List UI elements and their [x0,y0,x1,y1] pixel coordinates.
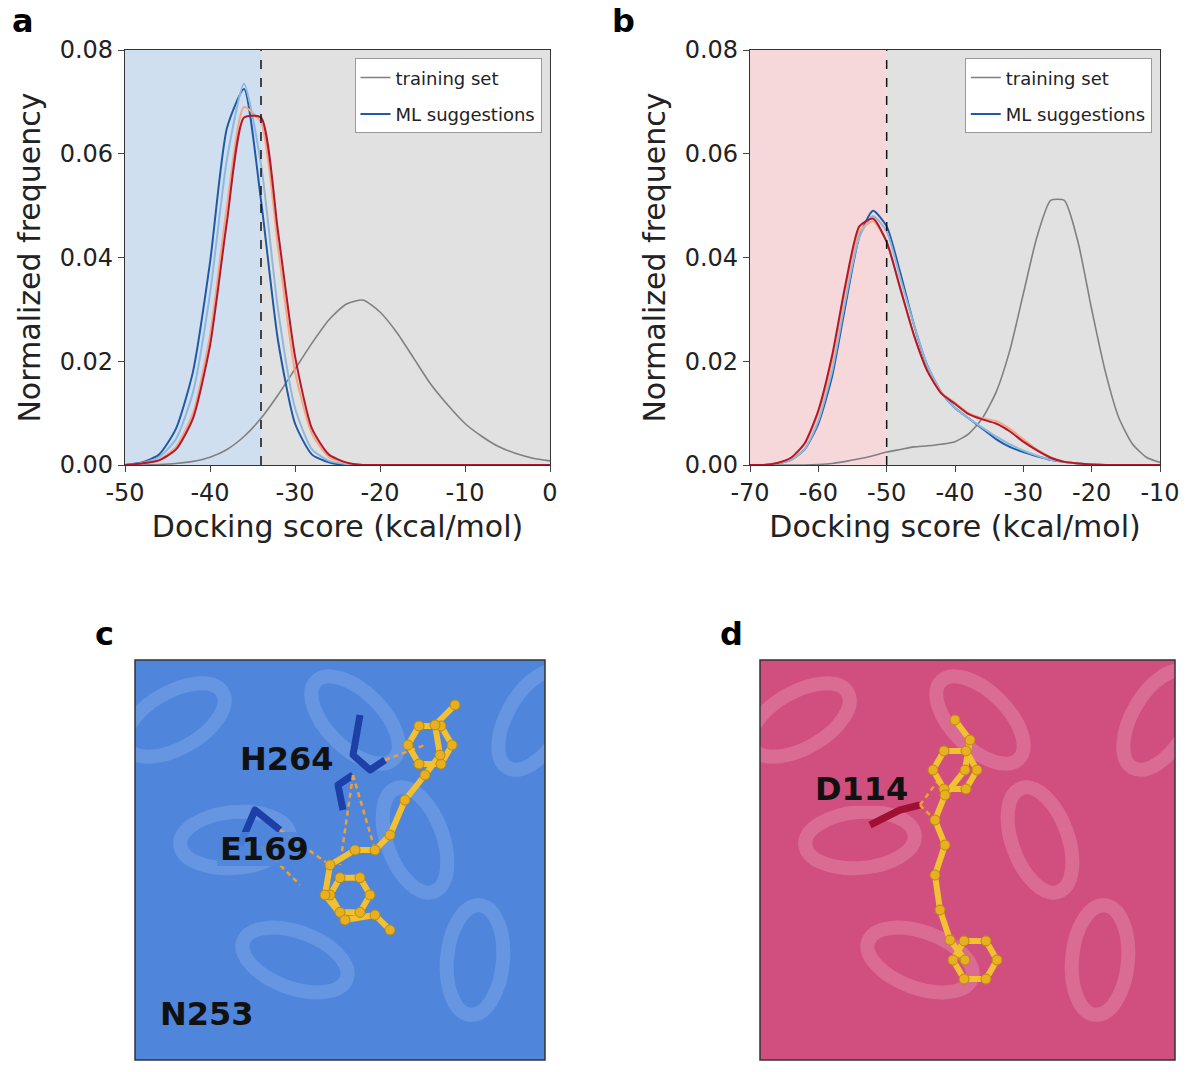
svg-text:-70: -70 [730,479,769,507]
svg-text:ML suggestions: ML suggestions [396,104,535,125]
svg-text:-40: -40 [190,479,229,507]
svg-text:H264: H264 [240,740,334,778]
svg-text:N253: N253 [160,995,254,1033]
svg-text:0.00: 0.00 [685,451,738,479]
svg-text:-60: -60 [799,479,838,507]
svg-text:-20: -20 [1072,479,1111,507]
svg-text:Docking score (kcal/mol): Docking score (kcal/mol) [152,509,523,544]
svg-text:-30: -30 [275,479,314,507]
svg-text:-10: -10 [1140,479,1179,507]
svg-text:0.04: 0.04 [60,244,113,272]
svg-text:c: c [95,615,114,653]
svg-text:-40: -40 [935,479,974,507]
svg-text:-50: -50 [105,479,144,507]
svg-text:a: a [12,2,34,40]
svg-text:training set: training set [1006,68,1109,89]
svg-text:training set: training set [396,68,499,89]
svg-text:d: d [720,615,743,653]
svg-text:b: b [612,2,635,40]
svg-text:Normalized frequency: Normalized frequency [12,92,47,422]
svg-text:0.06: 0.06 [60,140,113,168]
svg-text:0.00: 0.00 [60,451,113,479]
svg-text:-50: -50 [867,479,906,507]
svg-text:0.08: 0.08 [685,36,738,64]
svg-text:E169: E169 [220,830,309,868]
svg-text:-10: -10 [445,479,484,507]
svg-text:-30: -30 [1004,479,1043,507]
svg-text:-20: -20 [360,479,399,507]
svg-text:D114: D114 [815,770,908,808]
svg-text:Docking score (kcal/mol): Docking score (kcal/mol) [769,509,1140,544]
svg-text:0.02: 0.02 [60,348,113,376]
svg-text:0.02: 0.02 [685,348,738,376]
svg-text:ML suggestions: ML suggestions [1006,104,1145,125]
svg-text:0.08: 0.08 [60,36,113,64]
svg-text:Normalized frequency: Normalized frequency [637,92,672,422]
svg-text:0.04: 0.04 [685,244,738,272]
svg-text:0: 0 [542,479,557,507]
svg-text:0.06: 0.06 [685,140,738,168]
